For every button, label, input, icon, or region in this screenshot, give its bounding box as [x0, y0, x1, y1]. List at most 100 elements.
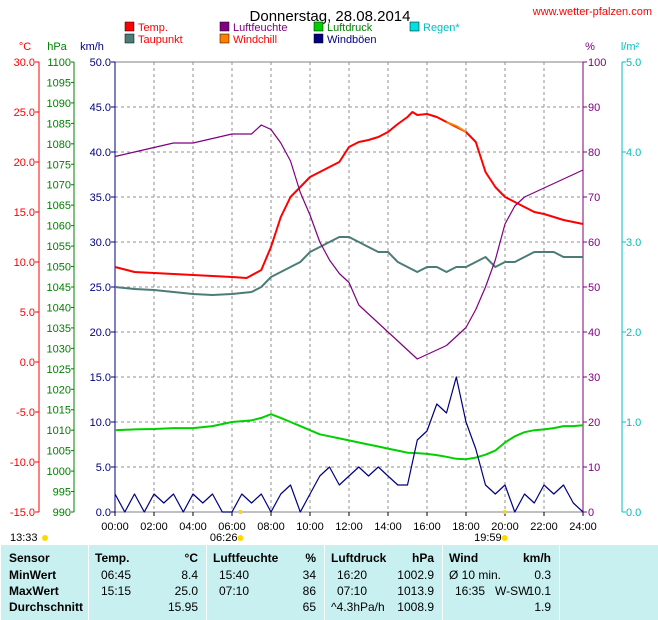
humidity-tick: 40	[588, 327, 600, 339]
x-tick-label: 00:00	[101, 521, 129, 533]
wind-tick: 30.0	[90, 237, 111, 249]
temp-min-time: 06:45	[101, 568, 132, 582]
pressure-tick: 1060	[47, 221, 71, 233]
pressure-max-value: 1013.9	[397, 584, 434, 598]
pressure-min-value: 1002.9	[397, 568, 434, 582]
temp-tick: 30.0	[14, 57, 35, 69]
humidity-tick: 90	[588, 102, 600, 114]
humidity-min-value: 34	[302, 568, 316, 582]
rain-tick: 3.0	[626, 237, 641, 249]
pressure-tick: 1045	[47, 282, 71, 294]
series-line-windb-en	[114, 376, 584, 513]
pressure-min-time: 16:20	[337, 568, 368, 582]
rain-tick: 2.0	[626, 327, 641, 339]
legend-swatch	[313, 21, 324, 32]
humidity-column: Luftfeuchte% 15:40 34 07:10 86 65	[206, 545, 324, 620]
rain-tick: 5.0	[626, 57, 641, 69]
legend-swatch	[124, 33, 135, 44]
wind-unit: km/h	[522, 551, 551, 565]
pressure-column: Luftdruck hPa 16:20 1002.9 07:10 1013.9 ^4.…	[324, 545, 442, 620]
x-tick-label: 22:00	[530, 521, 558, 533]
wind-tick: 40.0	[90, 147, 111, 159]
wind-tick: 15.0	[90, 372, 111, 384]
x-tick-label: 20:00	[491, 521, 519, 533]
wind-axis-unit: km/h	[80, 41, 104, 53]
humidity-min-time: 15:40	[219, 568, 250, 582]
sensor-header: Sensor	[9, 551, 50, 565]
daylight-duration: 13:33	[10, 532, 38, 544]
rain-tick: 1.0	[626, 417, 641, 429]
pressure-tick: 1095	[47, 77, 71, 89]
pressure-tick: 1085	[47, 118, 71, 130]
rain-axis-unit: l/m²	[621, 41, 640, 53]
sensor-column: Sensor MinWert MaxWert Durchschnitt	[0, 545, 88, 620]
pressure-header: Luftdruck	[331, 551, 387, 565]
row-label-avg: Durchschnitt	[9, 600, 84, 614]
series-line-luftfeuchte	[114, 124, 584, 360]
temp-header: Temp.	[95, 551, 130, 565]
series-line-temp-	[114, 111, 584, 279]
temp-tick: 20.0	[14, 157, 35, 169]
temp-tick: -15.0	[10, 507, 35, 519]
humidity-tick: 30	[588, 372, 600, 384]
pressure-tick: 1040	[47, 302, 71, 314]
wind-tick: 35.0	[90, 192, 111, 204]
pressure-tick: 1070	[47, 180, 71, 192]
wind-tick: 50.0	[90, 57, 111, 69]
legend-swatch	[219, 33, 230, 44]
legend-label: Luftfeuchte	[233, 22, 287, 34]
legend-swatch	[313, 33, 324, 44]
pressure-axis-unit: hPa	[47, 41, 67, 53]
humidity-unit: %	[305, 551, 316, 565]
legend-label: Luftdruck	[327, 22, 373, 34]
sun-icon	[42, 535, 48, 541]
x-tick-label: 02:00	[140, 521, 168, 533]
pressure-tick: 990	[53, 507, 71, 519]
legend-swatch	[219, 21, 230, 32]
pressure-tick: 995	[53, 487, 71, 499]
wind-tick: 25.0	[90, 282, 111, 294]
sun-icon	[501, 535, 508, 541]
weather-chart: Donnerstag, 28.08.2014 www.wetter-pfalze…	[10, 6, 652, 544]
legend-label: Windchill	[233, 34, 277, 46]
temp-max-value: 25.0	[174, 584, 198, 598]
legend-label: Windböen	[327, 34, 377, 46]
temp-tick: 15.0	[14, 207, 35, 219]
pressure-tick: 1075	[47, 159, 71, 171]
pressure-trend: ^4.3hPa/h	[331, 600, 385, 614]
wind-avg-value: 1.9	[534, 600, 551, 614]
temp-axis-unit: °C	[19, 41, 31, 53]
series-line-windchill	[446, 121, 467, 133]
pressure-tick: 1020	[47, 384, 71, 396]
temp-tick: -10.0	[10, 457, 35, 469]
pressure-tick: 1005	[47, 446, 71, 458]
chart-title: Donnerstag, 28.08.2014	[250, 8, 411, 25]
sunrise-time: 06:26	[210, 532, 238, 544]
site-link[interactable]: www.wetter-pfalzen.com	[532, 6, 652, 18]
pressure-tick: 1090	[47, 98, 71, 110]
x-tick-label: 10:00	[296, 521, 324, 533]
pressure-tick: 1030	[47, 343, 71, 355]
x-tick-label: 18:00	[452, 521, 480, 533]
series-line-taupunkt	[114, 236, 583, 296]
row-label-min: MinWert	[9, 568, 57, 582]
legend-label: Taupunkt	[138, 34, 183, 46]
row-label-max: MaxWert	[9, 584, 59, 598]
humidity-max-time: 07:10	[219, 584, 250, 598]
legend-swatch	[409, 21, 420, 32]
sun-icon	[237, 535, 244, 541]
pressure-tick: 1025	[47, 364, 71, 376]
temp-avg-value: 15.95	[167, 600, 198, 614]
wind-tick: 45.0	[90, 102, 111, 114]
humidity-tick: 70	[588, 192, 600, 204]
x-tick-label: 12:00	[335, 521, 363, 533]
pressure-tick: 1000	[47, 466, 71, 478]
temp-tick: 10.0	[14, 257, 35, 269]
legend-label: Regen*	[423, 22, 460, 34]
temp-tick: 0.0	[20, 357, 35, 369]
humidity-axis-unit: %	[585, 41, 595, 53]
wind-column: Wind km/h Ø 10 min. 0.3 16:35 W-SW 10.1 1.9	[442, 545, 560, 620]
wind-tick: 5.0	[96, 462, 111, 474]
humidity-header: Luftfeuchte	[213, 551, 279, 565]
